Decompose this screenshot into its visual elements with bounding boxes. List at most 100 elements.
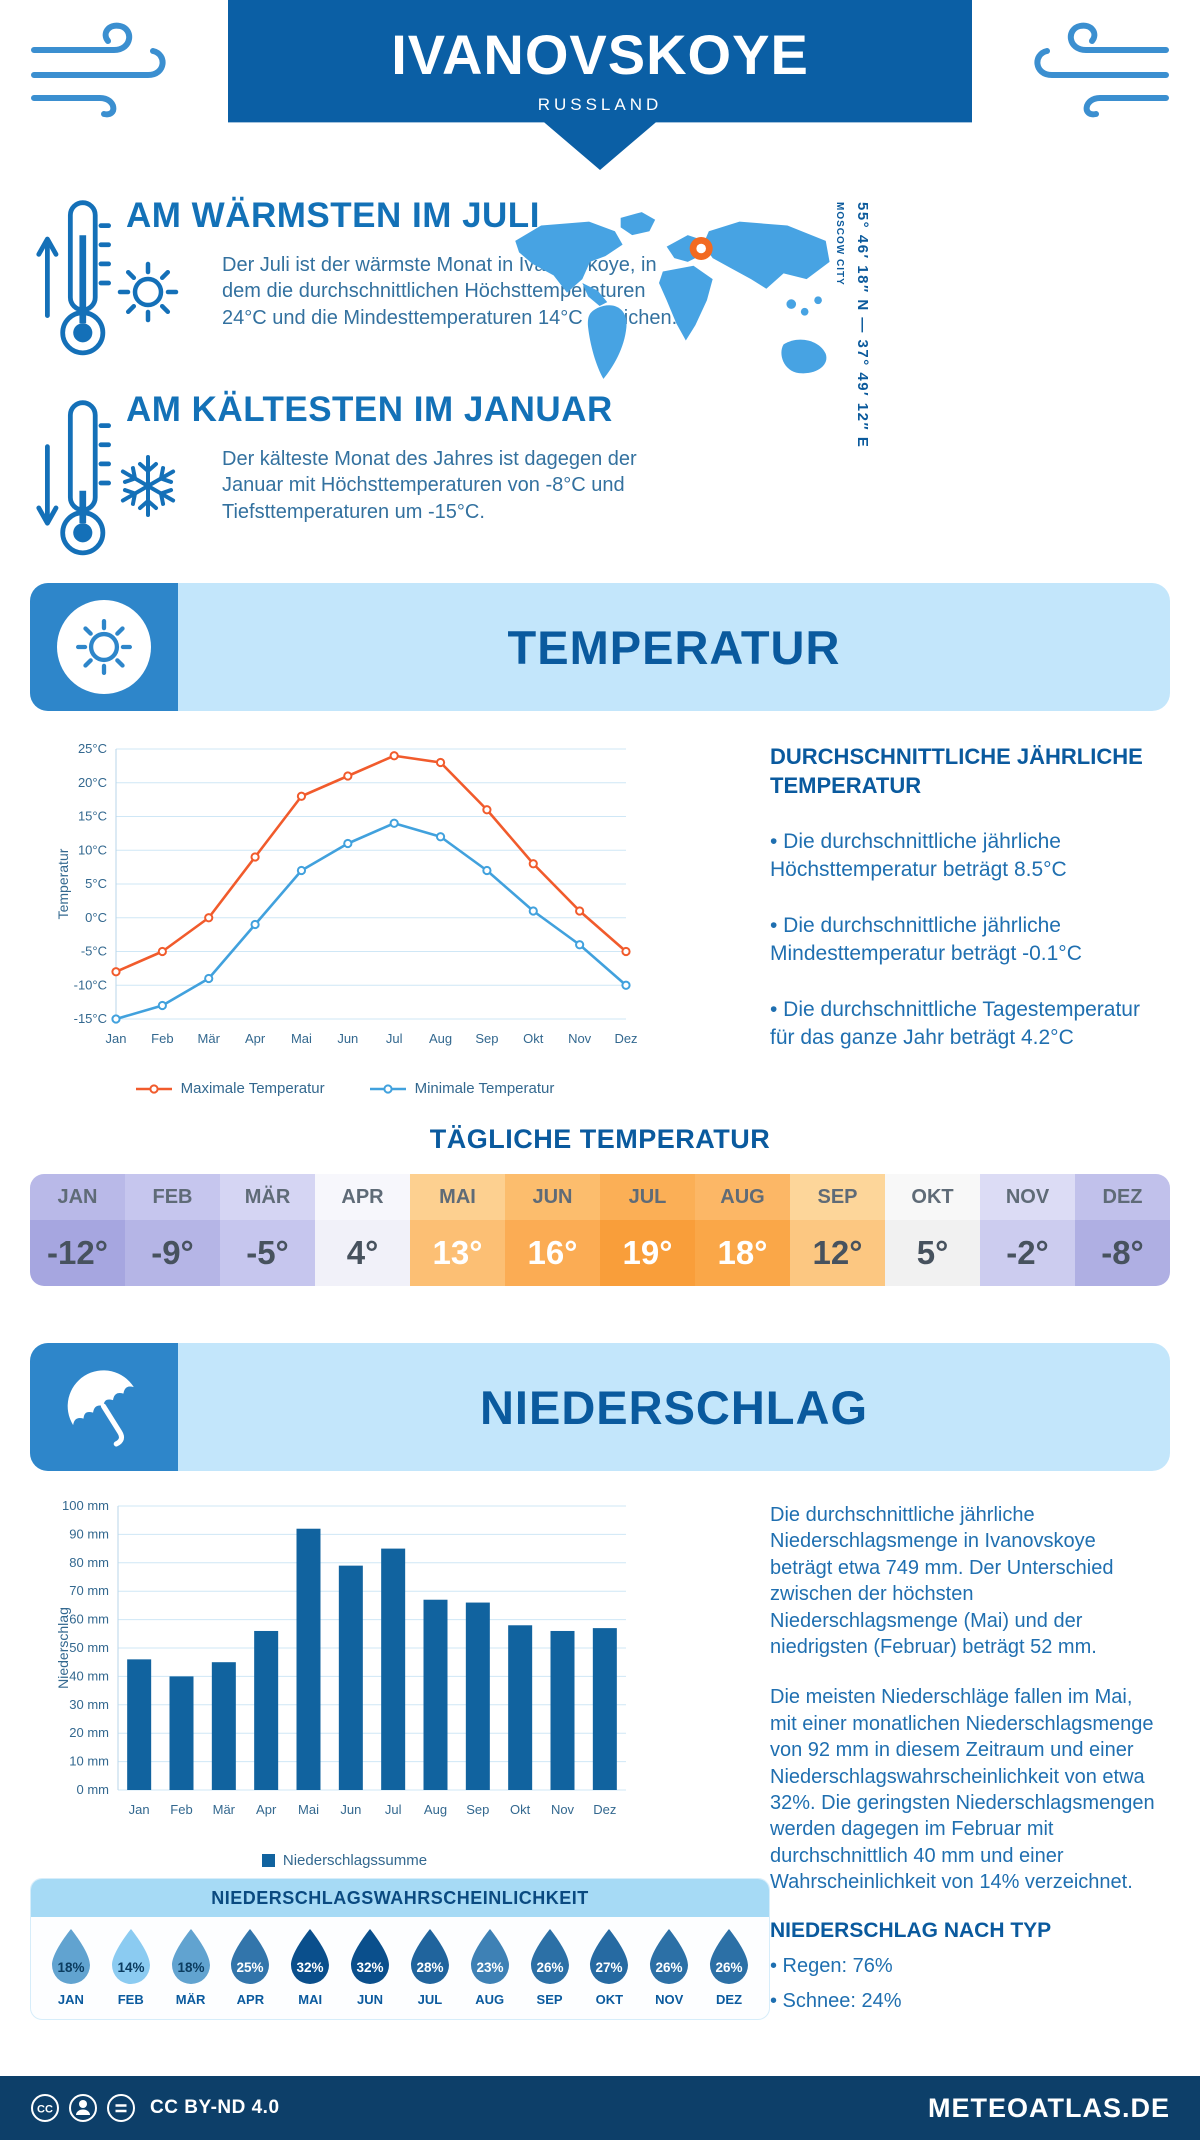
probability-month-label: JAN xyxy=(57,1992,84,2007)
svg-text:40 mm: 40 mm xyxy=(69,1668,109,1683)
precipitation-type-bullet: • Regen: 76% xyxy=(770,1955,893,1978)
daily-temp-month: MÄR xyxy=(220,1174,315,1220)
temperature-section-title: TEMPERATUR xyxy=(507,620,841,674)
droplet-icon: 26% xyxy=(710,1929,749,1985)
legend-item: Niederschlagssumme xyxy=(261,1852,427,1869)
svg-text:Sep: Sep xyxy=(475,1031,498,1046)
thermometer-warm-icon xyxy=(36,200,112,356)
probability-droplet: 26% SEP xyxy=(520,1927,580,2007)
daily-temp-cell: MÄR -5° xyxy=(220,1174,315,1286)
daily-temp-value: -8° xyxy=(1075,1220,1170,1286)
probability-month-label: MAI xyxy=(298,1992,323,2007)
precipitation-banner-icon-block xyxy=(30,1343,178,1471)
svg-text:28%: 28% xyxy=(416,1960,443,1975)
svg-text:18%: 18% xyxy=(177,1960,204,1975)
svg-text:100 mm: 100 mm xyxy=(62,1498,109,1513)
daily-temp-value: 12° xyxy=(790,1220,885,1286)
droplet-icon: 26% xyxy=(530,1929,569,1985)
daily-temp-month: JUL xyxy=(600,1174,695,1220)
probability-droplet: 32% JUN xyxy=(340,1927,400,2007)
svg-text:Jun: Jun xyxy=(340,1802,361,1817)
daily-temp-month: APR xyxy=(315,1174,410,1220)
precipitation-paragraph: Die meisten Niederschläge fallen im Mai,… xyxy=(770,1686,1155,1894)
sun-icon xyxy=(117,261,179,323)
daily-temp-value: 18° xyxy=(695,1220,790,1286)
annual-temperature-column: DURCHSCHNITTLICHE JÄHRLICHE TEMPERATUR •… xyxy=(770,743,1162,1052)
precipitation-section-banner: NIEDERSCHLAG xyxy=(30,1343,1170,1471)
map-coordinates: 55° 46′ 18″ N — 37° 49′ 12″ E xyxy=(854,202,871,449)
temperature-section-banner: TEMPERATUR xyxy=(30,583,1170,711)
attribution-icon xyxy=(69,2094,97,2122)
sun-icon xyxy=(76,619,132,675)
svg-text:Aug: Aug xyxy=(429,1031,452,1046)
probability-droplet: 14% FEB xyxy=(101,1927,161,2007)
daily-temp-value: -5° xyxy=(220,1220,315,1286)
svg-text:18%: 18% xyxy=(57,1960,84,1975)
page-subtitle: RUSSLAND xyxy=(537,95,663,114)
probability-month-label: SEP xyxy=(536,1992,563,2007)
svg-text:30 mm: 30 mm xyxy=(69,1697,109,1712)
header-banner: IVANOVSKOYE RUSSLAND xyxy=(228,0,972,170)
map-marker xyxy=(689,237,713,260)
daily-temp-cell: OKT 5° xyxy=(885,1174,980,1286)
map-location-label: MOSCOW CITY xyxy=(834,202,845,286)
droplet-icon: 27% xyxy=(590,1929,629,1985)
daily-temp-value: -2° xyxy=(980,1220,1075,1286)
svg-text:90 mm: 90 mm xyxy=(69,1526,109,1541)
daily-temp-cell: MAI 13° xyxy=(410,1174,505,1286)
svg-text:10 mm: 10 mm xyxy=(69,1754,109,1769)
daily-temp-month: AUG xyxy=(695,1174,790,1220)
svg-text:20 mm: 20 mm xyxy=(69,1725,109,1740)
svg-text:15°C: 15°C xyxy=(78,809,107,824)
probability-droplet: 25% APR xyxy=(220,1927,280,2007)
daily-temp-cell: JUL 19° xyxy=(600,1174,695,1286)
daily-temp-cell: JAN -12° xyxy=(30,1174,125,1286)
droplet-icon: 32% xyxy=(291,1929,330,1985)
svg-text:Apr: Apr xyxy=(256,1802,277,1817)
svg-text:26%: 26% xyxy=(536,1960,563,1975)
no-derivatives-icon xyxy=(107,2094,135,2122)
svg-text:27%: 27% xyxy=(596,1960,623,1975)
svg-text:20°C: 20°C xyxy=(78,775,107,790)
temperature-line-chart: -15°C -10°C -5°C 0°C 5°C 10°C 15°C 20°C 25°C Jan F… xyxy=(55,741,637,1046)
svg-text:Feb: Feb xyxy=(151,1031,173,1046)
svg-text:60 mm: 60 mm xyxy=(69,1612,109,1627)
daily-temp-cell: APR 4° xyxy=(315,1174,410,1286)
daily-temp-value: 4° xyxy=(315,1220,410,1286)
svg-text:26%: 26% xyxy=(716,1960,743,1975)
svg-text:Nov: Nov xyxy=(551,1802,575,1817)
svg-text:80 mm: 80 mm xyxy=(69,1555,109,1570)
svg-text:32%: 32% xyxy=(357,1960,384,1975)
daily-temp-month: DEZ xyxy=(1075,1174,1170,1220)
daily-temp-month: JUN xyxy=(505,1174,600,1220)
svg-text:Jul: Jul xyxy=(386,1031,403,1046)
daily-temp-value: 5° xyxy=(885,1220,980,1286)
daily-temp-month: JAN xyxy=(30,1174,125,1220)
droplet-icon: 18% xyxy=(171,1929,210,1985)
wind-icon xyxy=(1034,22,1169,118)
snowflake-icon xyxy=(116,455,180,517)
daily-temp-cell: NOV -2° xyxy=(980,1174,1075,1286)
svg-text:-15°C: -15°C xyxy=(74,1011,107,1026)
legend-item: Maximale Temperatur xyxy=(135,1080,325,1097)
svg-text:Okt: Okt xyxy=(510,1802,531,1817)
annual-temp-bullet: • Die durchschnittliche Tagestemperatur … xyxy=(770,997,1140,1049)
footer: CC CC BY-ND 4.0 METEOATLAS.DE xyxy=(0,2076,1200,2140)
daily-temp-value: -12° xyxy=(30,1220,125,1286)
probability-droplet: 32% MAI xyxy=(280,1927,340,2007)
probability-month-label: DEZ xyxy=(716,1992,743,2007)
svg-text:Jul: Jul xyxy=(385,1802,402,1817)
temperature-banner-icon-block xyxy=(30,583,178,711)
annual-temperature-title: DURCHSCHNITTLICHE JÄHRLICHE TEMPERATUR xyxy=(770,744,1143,798)
coldest-month-text: Der kälteste Monat des Jahres ist dagege… xyxy=(222,448,637,523)
svg-text:Mai: Mai xyxy=(298,1802,319,1817)
svg-text:Jan: Jan xyxy=(106,1031,127,1046)
wind-icon xyxy=(31,22,166,118)
probability-droplet: 18% JAN xyxy=(41,1927,101,2007)
daily-temp-month: FEB xyxy=(125,1174,220,1220)
cc-icon: CC xyxy=(31,2094,59,2122)
svg-text:0°C: 0°C xyxy=(85,910,107,925)
probability-droplet: 27% OKT xyxy=(579,1927,639,2007)
daily-temp-month: OKT xyxy=(885,1174,980,1220)
